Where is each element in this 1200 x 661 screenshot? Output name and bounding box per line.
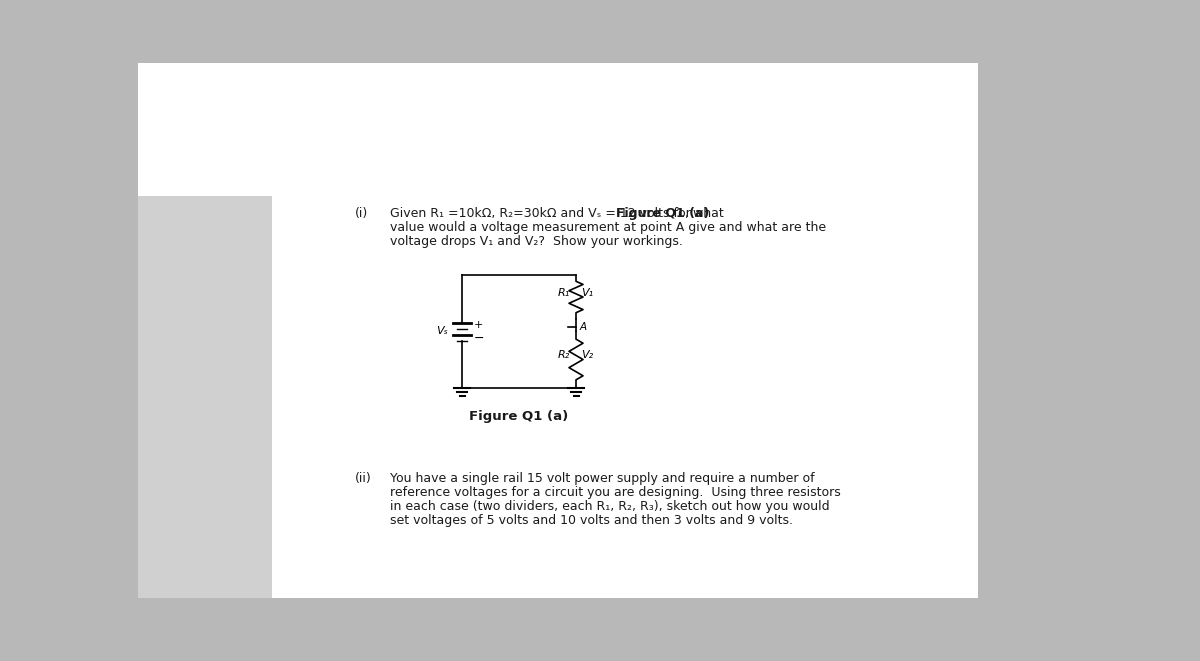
Text: , what: , what xyxy=(685,207,724,220)
Text: Figure Q1 (a): Figure Q1 (a) xyxy=(469,410,569,423)
Text: voltage drops V₁ and V₂?  Show your workings.: voltage drops V₁ and V₂? Show your worki… xyxy=(390,235,683,248)
Text: −: − xyxy=(474,332,485,345)
Text: +: + xyxy=(474,319,484,329)
Text: A: A xyxy=(580,322,587,332)
Text: value would a voltage measurement at point A give and what are the: value would a voltage measurement at poi… xyxy=(390,221,826,234)
Text: (ii): (ii) xyxy=(355,472,372,485)
Text: V₁: V₁ xyxy=(581,288,593,298)
Text: R₁: R₁ xyxy=(558,288,570,298)
Text: R₂: R₂ xyxy=(558,350,570,360)
Text: You have a single rail 15 volt power supply and require a number of: You have a single rail 15 volt power sup… xyxy=(390,472,815,485)
Text: Given R₁ =10kΩ, R₂=30kΩ and Vₛ = 12 volts for: Given R₁ =10kΩ, R₂=30kΩ and Vₛ = 12 volt… xyxy=(390,207,695,220)
Text: in each case (two dividers, each R₁, R₂, R₃), sketch out how you would: in each case (two dividers, each R₁, R₂,… xyxy=(390,500,829,513)
Bar xyxy=(138,63,978,598)
Text: set voltages of 5 volts and 10 volts and then 3 volts and 9 volts.: set voltages of 5 volts and 10 volts and… xyxy=(390,514,793,527)
Text: (i): (i) xyxy=(355,207,368,220)
Text: V₂: V₂ xyxy=(581,350,593,360)
Bar xyxy=(138,196,272,598)
Text: reference voltages for a circuit you are designing.  Using three resistors: reference voltages for a circuit you are… xyxy=(390,486,841,499)
Text: Figure Q1 (a): Figure Q1 (a) xyxy=(617,207,709,220)
Text: Vₛ: Vₛ xyxy=(437,327,448,336)
